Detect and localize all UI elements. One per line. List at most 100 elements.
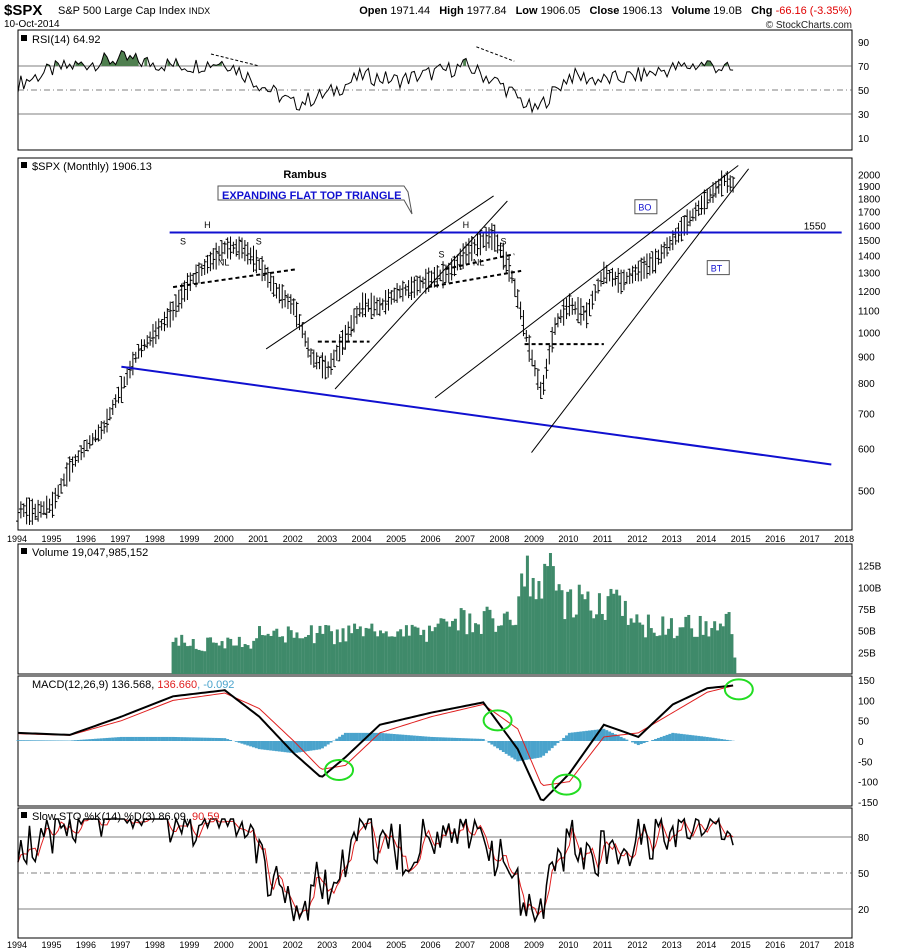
macd-histogram-bar xyxy=(599,729,603,741)
macd-histogram-bar xyxy=(50,740,54,741)
price-bar xyxy=(616,267,621,293)
volume-bar xyxy=(266,633,270,674)
volume-bar xyxy=(206,637,210,674)
macd-histogram-bar xyxy=(588,730,592,741)
volume-bar xyxy=(520,573,524,674)
price-bar xyxy=(145,335,150,349)
volume-bar xyxy=(620,615,624,674)
macd-histogram-bar xyxy=(128,736,132,741)
macd-histogram-bar xyxy=(343,732,347,741)
price-bar xyxy=(647,253,652,276)
price-bar xyxy=(314,352,319,370)
macd-histogram-bar xyxy=(188,737,192,741)
bottom-xtick-label: 1995 xyxy=(41,940,61,950)
security-name: S&P 500 Large Cap Index INDX xyxy=(58,5,210,17)
volume-bar xyxy=(390,636,394,674)
price-bar xyxy=(280,284,285,309)
macd-histogram-bar xyxy=(412,735,416,741)
bottom-xtick-label: 2014 xyxy=(696,940,716,950)
volume-bar xyxy=(191,639,195,674)
price-bar xyxy=(587,298,592,317)
price-bar xyxy=(395,283,400,303)
bottom-xtick-label: 2017 xyxy=(800,940,820,950)
price-bar xyxy=(329,353,334,375)
macd-histogram-bar xyxy=(550,741,554,749)
macd-histogram-bar xyxy=(602,728,606,741)
macd-histogram-bar xyxy=(418,736,422,741)
volume-bar xyxy=(312,643,316,674)
macd-histogram-bar xyxy=(662,735,666,741)
price-bar xyxy=(102,420,107,434)
volume-bar xyxy=(425,641,429,674)
macd-histogram-bar xyxy=(53,740,57,741)
head-label: H xyxy=(463,220,470,230)
stoch-tick-label: 80 xyxy=(858,833,870,844)
price-bar xyxy=(337,334,342,362)
macd-histogram-bar xyxy=(96,738,100,741)
support-trendline xyxy=(121,365,832,466)
macd-histogram-bar xyxy=(464,738,468,741)
volume-bar xyxy=(220,641,224,674)
macd-histogram-bar xyxy=(533,741,537,759)
macd-histogram-bar xyxy=(521,741,525,761)
price-bar xyxy=(570,297,575,315)
volume-bar xyxy=(727,612,731,674)
price-tick-label: 1400 xyxy=(858,252,881,263)
macd-histogram-bar xyxy=(539,741,543,758)
volume-bar xyxy=(453,618,457,674)
price-bar xyxy=(219,240,224,261)
macd-histogram-bar xyxy=(260,741,264,750)
macd-histogram-bar xyxy=(728,740,732,741)
price-xtick-label: 2001 xyxy=(248,534,268,544)
macd-histogram-bar xyxy=(237,741,241,743)
price-bar xyxy=(211,247,216,270)
volume-bar xyxy=(246,645,250,674)
price-bar xyxy=(696,200,701,217)
macd-line xyxy=(17,684,734,802)
volume-bar xyxy=(456,630,460,674)
chg-label: Chg xyxy=(751,5,773,17)
macd-histogram-bar xyxy=(283,741,287,753)
rsi-divergence-line xyxy=(476,46,515,62)
price-bar xyxy=(308,348,313,365)
bottom-xtick-label: 2018 xyxy=(834,940,854,950)
volume-bar xyxy=(180,634,184,674)
price-bar xyxy=(357,302,362,317)
macd-tick-label: -150 xyxy=(858,798,878,809)
volume-bar xyxy=(281,636,285,674)
macd-histogram-bar xyxy=(19,740,23,741)
volume-bar xyxy=(597,593,601,674)
volume-bar xyxy=(229,638,233,674)
price-bar xyxy=(412,276,417,299)
macd-histogram-bar xyxy=(441,737,445,741)
volume-bar xyxy=(407,635,411,674)
volume-bar xyxy=(258,626,262,674)
price-bar xyxy=(607,269,612,282)
macd-histogram-bar xyxy=(27,740,31,741)
price-bar xyxy=(136,343,141,359)
macd-histogram-bar xyxy=(335,738,339,741)
price-bar xyxy=(667,236,672,251)
volume-bar xyxy=(373,631,377,674)
macd-histogram-bar xyxy=(206,737,210,741)
price-bar xyxy=(47,498,52,513)
macd-histogram-bar xyxy=(659,736,663,741)
high-value: 1977.84 xyxy=(466,5,507,17)
rsi-tick-label: 90 xyxy=(858,38,870,49)
macd-histogram-bar xyxy=(714,738,718,741)
volume-bar xyxy=(240,647,244,674)
bottom-xtick-label: 2013 xyxy=(662,940,682,950)
macd-histogram-bar xyxy=(496,741,500,749)
price-xtick-label: 2013 xyxy=(662,534,682,544)
price-bar xyxy=(685,209,690,236)
price-bar xyxy=(512,278,517,298)
price-tick-label: 1000 xyxy=(858,328,881,339)
macd-histogram-bar xyxy=(697,735,701,741)
price-bar xyxy=(18,501,23,519)
macd-histogram-bar xyxy=(407,735,411,741)
price-bar xyxy=(354,305,359,325)
macd-histogram-bar xyxy=(544,741,548,754)
volume-bar xyxy=(451,621,455,674)
price-bar xyxy=(492,224,497,252)
macd-histogram-bar xyxy=(73,740,77,741)
